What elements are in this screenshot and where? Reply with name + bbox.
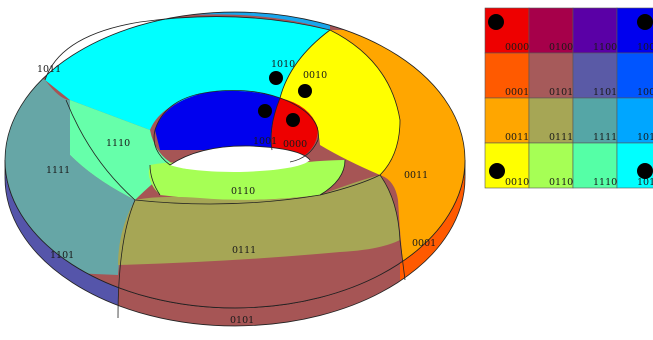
grid-marker-dot (488, 14, 504, 30)
region-boundaries (4, 11, 466, 319)
grid-cell (616, 97, 653, 144)
grid-cell-label: 0010 (505, 177, 529, 188)
label-0011: 0011 (404, 170, 428, 181)
label-1101: 1101 (50, 250, 74, 261)
region-1001 (155, 90, 280, 150)
grid-cell-label: 1110 (593, 177, 617, 188)
grid-cell-label: 1101 (593, 87, 617, 98)
grid-cell (528, 142, 574, 189)
label-1011: 1011 (37, 64, 61, 75)
torus-markers (258, 71, 312, 127)
grid-marker-dot (637, 163, 653, 179)
grid-cell-label: 0011 (505, 132, 529, 143)
label-0110: 0110 (231, 186, 255, 197)
grid-cell (484, 52, 530, 99)
grid-cell (572, 7, 618, 54)
torus-labels: 1011 1010 0010 1110 1111 1001 0000 0011 … (37, 59, 436, 326)
grid-cell-label: 1111 (593, 132, 617, 143)
region-0010 (280, 30, 400, 175)
grid-cell (528, 7, 574, 54)
grid-cell-label: 0101 (549, 87, 573, 98)
label-0000: 0000 (283, 139, 307, 150)
label-0001: 0001 (412, 238, 436, 249)
marker-dot (298, 84, 312, 98)
grid-cell-label: 0110 (549, 177, 573, 188)
region-0011 (330, 30, 465, 280)
marker-dot (286, 113, 300, 127)
label-1110: 1110 (106, 138, 130, 149)
label-1111: 1111 (46, 165, 70, 176)
grid-cell-label: 1010 (637, 177, 653, 188)
grid-cell-label: 0001 (505, 87, 529, 98)
label-1001: 1001 (253, 136, 277, 147)
grid-cell-label: 1011 (637, 132, 653, 143)
label-0101: 0101 (230, 315, 254, 326)
torus-top-surface (5, 12, 465, 308)
label-0111: 0111 (232, 245, 256, 256)
marker-dot (258, 104, 272, 118)
grid-cell-label: 1100 (593, 42, 617, 53)
torus-hole (170, 145, 310, 172)
grid-cell (616, 52, 653, 99)
label-1010: 1010 (271, 59, 295, 70)
grid-cell-label: 1001 (637, 87, 653, 98)
grid-cell (528, 52, 574, 99)
grid-cell-label: 0111 (549, 132, 573, 143)
grid-marker-dot (637, 14, 653, 30)
grid-cell-label: 0000 (505, 42, 529, 53)
label-0010: 0010 (303, 70, 327, 81)
grid-cell (572, 97, 618, 144)
grid-cell (572, 142, 618, 189)
region-1010 (45, 16, 330, 130)
region-0111 (118, 175, 400, 265)
grid-cell-label: 0100 (549, 42, 573, 53)
marker-dot (269, 71, 283, 85)
region-1111 (5, 60, 135, 275)
region-1110 (70, 100, 175, 200)
grid-marker-dot (489, 163, 505, 179)
grid-cell (572, 52, 618, 99)
